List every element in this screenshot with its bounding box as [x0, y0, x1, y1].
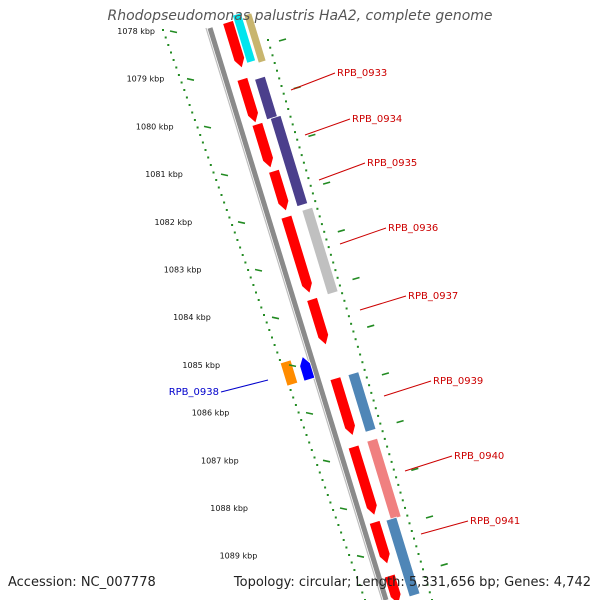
gc-skew-dots-left	[162, 29, 366, 600]
kbp-tick-mark	[339, 507, 348, 511]
cog-bar-cyan	[231, 12, 257, 64]
kbp-tick-mark-outer	[278, 38, 287, 42]
gene-label-rpb-0935[interactable]: RPB_0935	[318, 158, 417, 181]
accession-text: Accession: NC_007778	[8, 575, 156, 590]
kbp-tick-mark	[254, 268, 263, 272]
kbp-tick-mark	[288, 364, 297, 368]
gc-skew-dots-right	[267, 39, 433, 600]
kbp-tick-label: 1088 kbp	[210, 504, 248, 513]
gene-label-rpb-0936[interactable]: RPB_0936	[339, 223, 438, 245]
gene-label-text: RPB_0934	[352, 114, 402, 125]
cog-bar-rpb-0936	[301, 206, 339, 296]
cds-arrow-rpb-0939	[329, 376, 356, 437]
kbp-tick-mark-outer	[337, 229, 346, 233]
gene-label-leader	[339, 227, 387, 245]
gene-label-rpb-0940[interactable]: RPB_0940	[404, 451, 504, 472]
cds-arrow	[222, 19, 246, 69]
sequence-backbone	[207, 27, 389, 600]
gene-label-text: RPB_0941	[470, 516, 520, 527]
kbp-tick-mark-outer	[425, 515, 434, 519]
gc-skew-track	[162, 29, 433, 600]
gene-label-rpb-0937[interactable]: RPB_0937	[359, 291, 458, 311]
cds-arrow-rpb-0937	[306, 296, 330, 346]
kbp-tick-mark-outer	[396, 419, 404, 424]
kbp-tick-label: 1084 kbp	[173, 313, 211, 322]
kbp-tick-mark-outer	[308, 133, 316, 138]
gene-label-leader	[404, 455, 453, 472]
kbp-tick-label: 1082 kbp	[154, 218, 192, 227]
gene-label-text: RPB_0937	[408, 291, 458, 302]
backbone-track	[205, 27, 389, 600]
genome-title: Rhodopseudomonas palustris HaA2, complet…	[107, 8, 493, 24]
cog-bar-khaki	[243, 12, 267, 64]
gene-label-leader	[220, 379, 269, 393]
kbp-tick-mark	[322, 459, 331, 463]
cds-arrow-rpb-0934	[251, 121, 274, 169]
cog-bar-rpb-0938	[279, 359, 299, 387]
cds-arrow-rpb-0935	[268, 168, 290, 212]
cog-bar-rpb-0940	[366, 437, 402, 521]
kbp-tick-mark-outer	[440, 562, 448, 567]
gene-label-leader	[383, 380, 432, 397]
kbp-tick-label: 1081 kbp	[145, 170, 183, 179]
cog-bar-rpb-0934	[269, 114, 309, 208]
gene-label-rpb-0941[interactable]: RPB_0941	[420, 516, 520, 535]
kbp-tick-mark	[356, 554, 365, 558]
kbp-tick-mark	[305, 411, 314, 415]
cds-arrow-rpb-0940	[347, 444, 378, 517]
gene-label-rpb-0938[interactable]: RPB_0938	[169, 379, 269, 398]
cds-arrow-end	[383, 573, 402, 600]
gene-label-leader	[359, 295, 407, 311]
gene-label-leader	[290, 72, 336, 91]
gene-label-text: RPB_0938	[169, 387, 219, 398]
kbp-tick-mark-outer	[381, 372, 390, 376]
gene-label-rpb-0934[interactable]: RPB_0934	[304, 114, 402, 136]
kbp-tick-mark-outer	[366, 324, 375, 328]
gene-label-leader	[318, 162, 366, 181]
kbp-tick-mark	[271, 316, 280, 320]
cds-arrow-rpb-0936	[280, 214, 313, 295]
kbp-tick-mark	[220, 173, 229, 177]
kbp-tick-mark-outer	[411, 467, 419, 472]
sequence-backbone-edge	[205, 27, 383, 600]
kbp-tick-label: 1086 kbp	[192, 409, 230, 418]
gene-label-rpb-0939[interactable]: RPB_0939	[383, 376, 483, 397]
gene-label-text: RPB_0936	[388, 223, 438, 234]
gene-label-leader	[420, 520, 469, 535]
kbp-tick-mark-outer	[322, 181, 331, 185]
kbp-tick-label: 1087 kbp	[201, 456, 239, 465]
kbp-tick-label: 1079 kbp	[127, 75, 165, 84]
cog-bar-rpb-0941	[385, 516, 421, 598]
kbp-tick-label: 1083 kbp	[164, 266, 202, 275]
kbp-tick-mark	[203, 125, 212, 129]
cds-arrow-rpb-0938	[299, 355, 316, 382]
cds-arrow-rpb-0933	[236, 76, 259, 124]
kbp-tick-label: 1089 kbp	[220, 552, 258, 561]
cds-arrow-rpb-0941	[368, 519, 391, 565]
gene-label-text: RPB_0939	[433, 376, 483, 387]
kbp-tick-label: 1078 kbp	[117, 27, 155, 36]
feature-track	[222, 12, 421, 600]
kbp-ruler: 1078 kbp 1079 kbp 1080 kbp 1081 kbp 1082 kbp…	[117, 27, 448, 567]
kbp-tick-label: 1085 kbp	[182, 361, 220, 370]
gene-label-text: RPB_0933	[337, 68, 387, 79]
gene-label-text: RPB_0940	[454, 451, 504, 462]
kbp-tick-mark	[237, 221, 246, 225]
gene-label-text: RPB_0935	[367, 158, 417, 169]
kbp-tick-mark	[169, 30, 178, 34]
gene-labels: RPB_0933 RPB_0934 RPB_0935 RPB_0936 RPB_0937…	[169, 68, 520, 535]
cog-bar-rpb-0939	[347, 371, 377, 433]
kbp-tick-mark-outer	[352, 276, 360, 281]
kbp-tick-mark	[186, 77, 195, 81]
kbp-tick-label: 1080 kbp	[136, 122, 174, 131]
gene-label-rpb-0933[interactable]: RPB_0933	[290, 68, 387, 91]
gene-label-leader	[304, 118, 351, 136]
topology-text: Topology: circular; Length: 5,331,656 bp…	[233, 575, 591, 590]
